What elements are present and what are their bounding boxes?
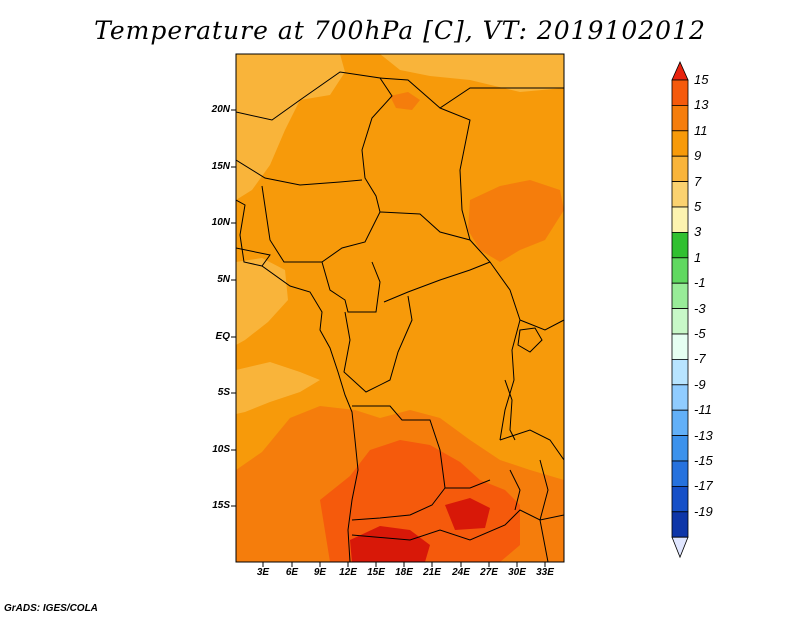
- colorbar-top-arrow: [672, 62, 688, 80]
- colorbar-swatch: [672, 334, 688, 359]
- colorbar-label: 7: [694, 174, 701, 189]
- temperature-field: [236, 54, 564, 562]
- colorbar-swatch: [672, 232, 688, 257]
- colorbar-label: -3: [694, 301, 706, 316]
- colorbar-label: 13: [694, 97, 708, 112]
- colorbar-swatch: [672, 410, 688, 435]
- colorbar-label: 11: [694, 123, 708, 138]
- x-label: 30E: [503, 567, 531, 578]
- x-label: 6E: [278, 567, 306, 578]
- colorbar-label: -19: [694, 504, 713, 519]
- x-label: 15E: [362, 567, 390, 578]
- colorbar-swatch: [672, 258, 688, 283]
- colorbar-swatch: [672, 359, 688, 384]
- colorbar-swatch: [672, 461, 688, 486]
- colorbar-label: 15: [694, 72, 708, 87]
- colorbar-swatch: [672, 207, 688, 232]
- colorbar-label: -7: [694, 351, 706, 366]
- colorbar: [672, 62, 688, 557]
- colorbar-label: -15: [694, 453, 713, 468]
- colorbar-label: -11: [694, 402, 712, 417]
- colorbar-swatch: [672, 283, 688, 308]
- colorbar-bottom-arrow: [672, 537, 688, 557]
- colorbar-label: -17: [694, 478, 713, 493]
- colorbar-label: -1: [694, 275, 706, 290]
- colorbar-swatch: [672, 182, 688, 207]
- colorbar-label: -9: [694, 377, 706, 392]
- y-label: 10N: [196, 217, 230, 228]
- colorbar-swatch: [672, 80, 688, 105]
- map-canvas: [0, 0, 800, 618]
- colorbar-swatch: [672, 486, 688, 511]
- colorbar-swatch: [672, 131, 688, 156]
- x-label: 12E: [334, 567, 362, 578]
- colorbar-swatch: [672, 385, 688, 410]
- colorbar-label: 9: [694, 148, 701, 163]
- colorbar-label: 3: [694, 224, 701, 239]
- x-label: 18E: [390, 567, 418, 578]
- colorbar-label: -13: [694, 428, 713, 443]
- x-label: 27E: [475, 567, 503, 578]
- x-label: 33E: [531, 567, 559, 578]
- y-label: 15S: [196, 500, 230, 511]
- y-label: 10S: [196, 444, 230, 455]
- x-label: 24E: [447, 567, 475, 578]
- x-label: 9E: [306, 567, 334, 578]
- colorbar-swatch: [672, 436, 688, 461]
- colorbar-swatch: [672, 309, 688, 334]
- colorbar-swatch: [672, 105, 688, 130]
- y-label: 20N: [196, 104, 230, 115]
- credit-text: GrADS: IGES/COLA: [4, 603, 98, 614]
- colorbar-swatch: [672, 512, 688, 537]
- y-label: 5N: [196, 274, 230, 285]
- y-ticks: [231, 110, 236, 506]
- colorbar-swatch: [672, 156, 688, 181]
- x-label: 3E: [249, 567, 277, 578]
- y-label: 15N: [196, 161, 230, 172]
- y-label: EQ: [196, 331, 230, 342]
- colorbar-label: -5: [694, 326, 706, 341]
- colorbar-label: 5: [694, 199, 701, 214]
- colorbar-label: 1: [694, 250, 701, 265]
- x-label: 21E: [418, 567, 446, 578]
- y-label: 5S: [196, 387, 230, 398]
